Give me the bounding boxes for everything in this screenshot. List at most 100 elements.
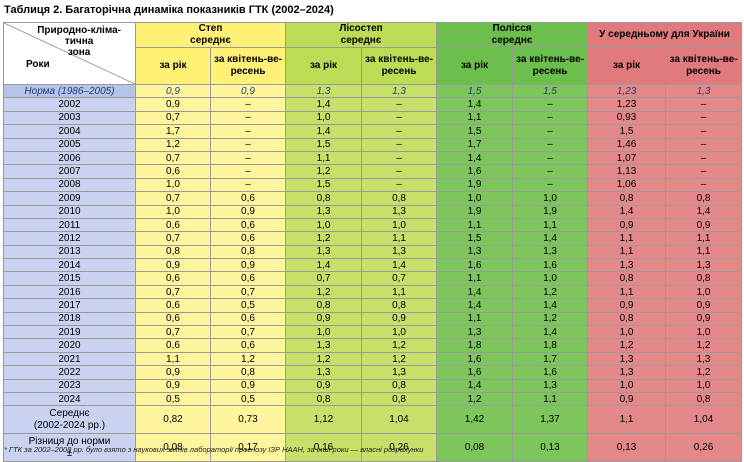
value-cell: 1,1 [436,217,514,233]
value-cell: 0,9 [209,258,287,273]
value-cell: 1,8 [436,338,514,353]
value-cell: 0,6 [135,338,211,353]
value-cell: 1,3 [512,378,589,393]
value-cell: 1,1 [512,217,589,233]
year-row: 2017 0,6 0,5 0,8 0,8 1,4 1,4 0,9 0,9 [3,298,743,313]
corner-zone-label: Природно-кліма-тична зона [37,25,121,58]
year-row: 2014 0,9 0,9 1,4 1,4 1,6 1,6 1,3 1,3 [3,258,743,273]
value-cell: 0,16 [285,433,363,462]
value-cell: 1,1 [135,351,211,367]
value-cell: – [665,124,743,139]
value-cell: 0,8 [209,365,287,380]
row-label: 2008 [3,177,136,193]
row-label: 2012 [3,231,136,246]
value-cell: 0,6 [135,217,211,233]
value-cell: 1,4 [436,284,514,300]
value-cell: 0,9 [135,258,211,273]
row-label: 2002 [3,97,136,112]
value-cell: 0,8 [665,271,743,286]
row-label: 2003 [3,110,136,126]
row-label: 2014 [3,258,136,273]
row-label: 2019 [3,325,136,340]
row-label: 2023 [3,378,136,393]
value-cell: 0,6 [135,271,211,286]
value-cell: 0,7 [135,325,211,340]
value-cell: 1,5 [285,177,363,193]
value-cell: 1,3 [361,83,438,99]
value-cell: 1,2 [285,231,363,246]
table-corner-header: Природно-кліма-тична зона Роки [3,22,136,85]
value-cell: 0,9 [285,311,363,327]
value-cell: – [361,177,438,193]
value-cell: 0,6 [209,271,287,286]
value-cell: 1,07 [587,150,667,166]
value-cell: 1,2 [209,351,287,367]
value-cell: 1,0 [361,325,438,340]
year-row: 2008 1,0–1,5–1,9–1,06– [3,177,743,193]
value-cell: 1,0 [665,325,743,340]
value-cell: 0,6 [209,217,287,233]
value-cell: 0,9 [665,217,743,233]
value-cell: 1,0 [135,204,211,219]
value-cell: 1,4 [436,298,514,313]
value-cell: 0,9 [209,204,287,219]
value-cell: – [361,137,438,152]
value-cell: 0,8 [361,298,438,313]
value-cell: 1,4 [665,204,743,219]
value-cell: 0,7 [361,271,438,286]
value-cell: – [361,97,438,112]
value-cell: 0,9 [135,97,211,112]
value-cell: – [665,150,743,166]
row-label: 2015 [3,271,136,286]
value-cell: 0,7 [285,271,363,286]
value-cell: 0,9 [587,217,667,233]
year-row: 2024 0,5 0,5 0,8 0,8 1,2 1,1 0,9 0,8 [3,391,743,407]
value-cell: 0,5 [209,391,287,407]
value-cell: 1,9 [436,204,514,219]
table-title: Таблиця 2. Багаторічна динаміка показник… [4,4,334,16]
table-body: Норма (1986–2005) 0,9 0,9 1,3 1,3 1,5 1,5 1,23 1… [3,83,743,462]
row-label: 2013 [3,244,136,260]
value-cell: 1,4 [512,298,589,313]
value-cell: 1,0 [512,271,589,286]
value-cell: 0,8 [285,391,363,407]
value-cell: 0,9 [285,378,363,393]
value-cell: 1,4 [436,378,514,393]
value-cell: 0,7 [209,325,287,340]
value-cell: 1,7 [135,124,211,139]
value-cell: – [361,110,438,126]
value-cell: 1,23 [587,83,667,99]
zone-header-polissia: Полісся середнє [436,22,589,48]
year-row: 2005 1,2–1,5–1,7–1,46– [3,137,743,152]
subheader-year: за рік [587,47,667,85]
value-cell: 1,6 [436,258,514,273]
value-cell: 1,5 [436,124,514,139]
value-cell: – [209,137,287,152]
value-cell: – [361,164,438,179]
value-cell: – [209,97,287,112]
value-cell: 0,26 [361,433,438,462]
row-label: 2018 [3,311,136,327]
value-cell: 0,8 [587,191,667,206]
value-cell: 0,8 [361,391,438,407]
subheader-year: за рік [285,47,363,85]
value-cell: – [361,124,438,139]
value-cell: 0,93 [587,110,667,126]
value-cell: 0,73 [209,405,287,435]
value-cell: 1,4 [512,231,589,246]
value-cell: 1,9 [512,204,589,219]
value-cell: 1,4 [436,97,514,112]
value-cell: 0,7 [135,191,211,206]
value-cell: 0,8 [665,391,743,407]
value-cell: 0,9 [209,378,287,393]
value-cell: 0,8 [361,191,438,206]
value-cell: 0,26 [665,433,743,462]
value-cell: 1,12 [285,405,363,435]
row-label: 2024 [3,391,136,407]
value-cell: 0,8 [285,191,363,206]
value-cell: 1,1 [587,244,667,260]
value-cell: 1,6 [512,365,589,380]
value-cell: 1,3 [665,258,743,273]
value-cell: – [665,164,743,179]
row-label: 2007 [3,164,136,179]
